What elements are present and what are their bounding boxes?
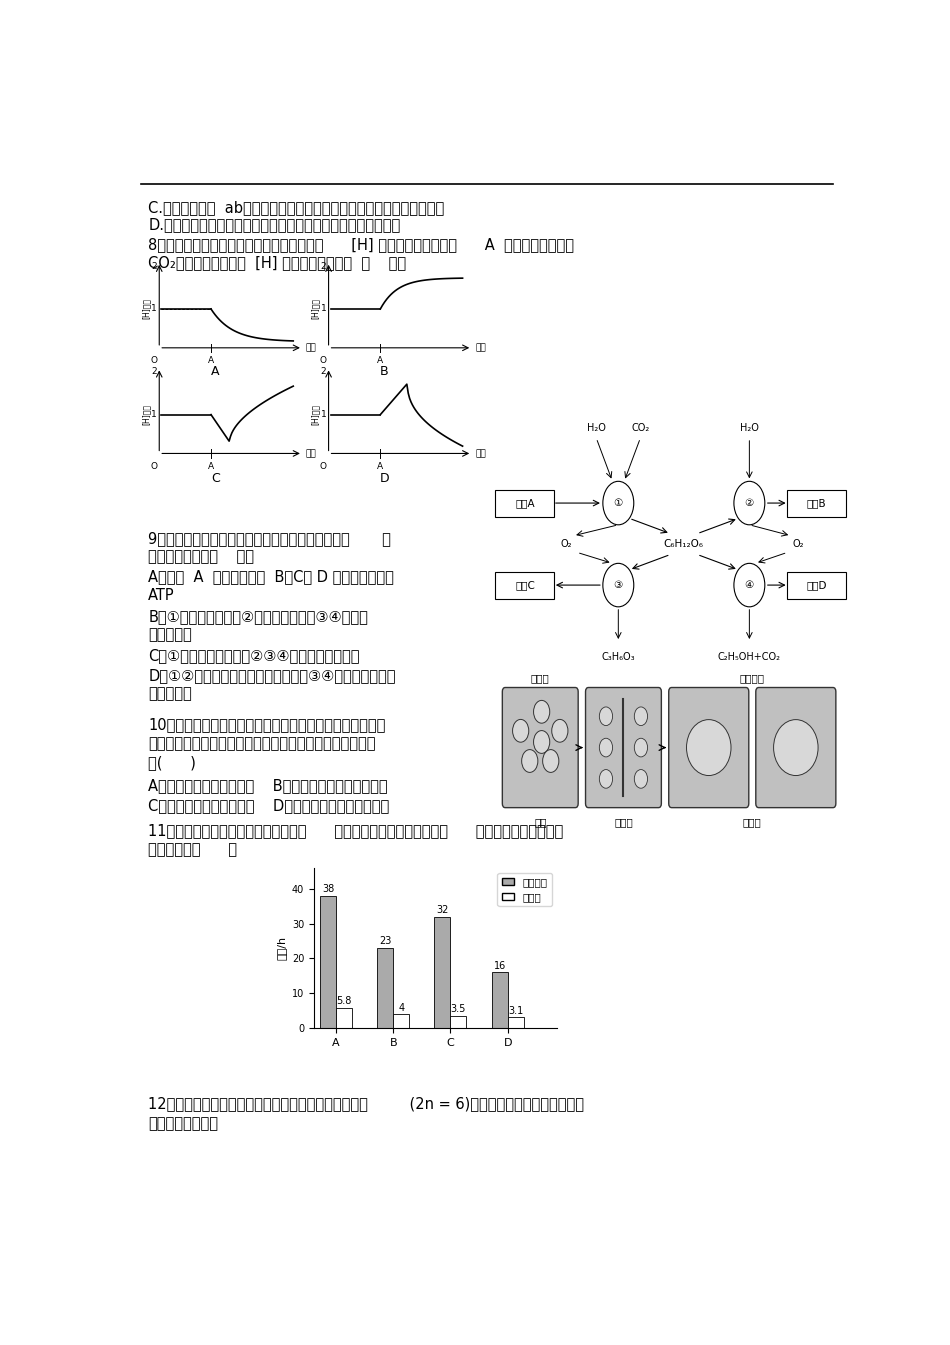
FancyBboxPatch shape bbox=[756, 687, 836, 807]
Text: CO₂，能表示叶绿体中  [H] 含量变化的曲线是  （    ）。: CO₂，能表示叶绿体中 [H] 含量变化的曲线是 （ ）。 bbox=[148, 256, 407, 270]
Text: 2: 2 bbox=[321, 367, 327, 377]
Circle shape bbox=[603, 564, 634, 607]
Text: A: A bbox=[377, 461, 384, 471]
Text: [H]含量: [H]含量 bbox=[142, 404, 150, 425]
Text: 细胞板: 细胞板 bbox=[614, 816, 633, 827]
Text: D: D bbox=[380, 472, 389, 486]
Text: 9、如图是绿色植物体内几项生理活动关系示意图，       下: 9、如图是绿色植物体内几项生理活动关系示意图， 下 bbox=[148, 531, 391, 546]
Text: 时间: 时间 bbox=[475, 343, 485, 352]
Circle shape bbox=[635, 738, 648, 757]
Text: C.曲线的初始端  ab的量相等，故不能确定此时酵母菌是否进行有氧呼吸: C.曲线的初始端 ab的量相等，故不能确定此时酵母菌是否进行有氧呼吸 bbox=[148, 199, 445, 215]
Text: ④: ④ bbox=[745, 580, 754, 590]
FancyBboxPatch shape bbox=[503, 687, 579, 807]
Text: C．①过程是光合作用，②③④过程都是有氧呼吸: C．①过程是光合作用，②③④过程都是有氧呼吸 bbox=[148, 648, 360, 663]
Text: 以下说法错误的是: 以下说法错误的是 bbox=[148, 1116, 218, 1131]
Text: O: O bbox=[319, 461, 327, 471]
Text: 2: 2 bbox=[151, 367, 157, 377]
Circle shape bbox=[522, 749, 538, 772]
Circle shape bbox=[599, 769, 613, 788]
Text: ②: ② bbox=[745, 498, 754, 508]
Ellipse shape bbox=[773, 720, 818, 776]
Text: A．能量  A  是光能，能量  B、C和 D 中有一部分形成: A．能量 A 是光能，能量 B、C和 D 中有一部分形成 bbox=[148, 569, 394, 585]
Text: A: A bbox=[211, 366, 219, 378]
Circle shape bbox=[542, 749, 559, 772]
Circle shape bbox=[552, 720, 568, 742]
Text: ③: ③ bbox=[614, 580, 623, 590]
Text: CO₂: CO₂ bbox=[632, 422, 650, 433]
Text: 1: 1 bbox=[151, 304, 157, 313]
Text: 1: 1 bbox=[320, 410, 327, 420]
Text: 囊泡: 囊泡 bbox=[534, 816, 546, 827]
Text: B: B bbox=[380, 366, 389, 378]
Text: 能量B: 能量B bbox=[807, 498, 826, 508]
Text: C₃H₆O₃: C₃H₆O₃ bbox=[601, 652, 636, 662]
Text: 时间: 时间 bbox=[475, 449, 485, 457]
Circle shape bbox=[635, 707, 648, 725]
Text: O₂: O₂ bbox=[560, 539, 572, 549]
FancyBboxPatch shape bbox=[669, 687, 749, 807]
Text: [H]含量: [H]含量 bbox=[311, 299, 320, 320]
Text: C₂H₅OH+CO₂: C₂H₅OH+CO₂ bbox=[718, 652, 781, 662]
Text: 10、在植物细胞有丝分裂末期两个新细胞的形成方式如下图: 10、在植物细胞有丝分裂末期两个新细胞的形成方式如下图 bbox=[148, 717, 386, 733]
Circle shape bbox=[599, 738, 613, 757]
Text: D.酵母菌无氧呼吸的产物可用溴麝香草酚蓝和酸性重铬酸钾鉴定: D.酵母菌无氧呼吸的产物可用溴麝香草酚蓝和酸性重铬酸钾鉴定 bbox=[148, 218, 401, 233]
Text: 所示。产生如图中囊泡的结构及囊泡中可能含有的物质分别: 所示。产生如图中囊泡的结构及囊泡中可能含有的物质分别 bbox=[148, 736, 375, 752]
Text: 细胞壁: 细胞壁 bbox=[531, 674, 550, 683]
Text: 列描述正确的是（    ）。: 列描述正确的是（ ）。 bbox=[148, 549, 255, 564]
Text: 11、用光学显微镜观察有丝分裂过程，      如果仅从细胞分裂周期来看，      图中植物作为实验材料: 11、用光学显微镜观察有丝分裂过程， 如果仅从细胞分裂周期来看， 图中植物作为实… bbox=[148, 823, 563, 838]
Circle shape bbox=[534, 701, 550, 724]
Text: 1: 1 bbox=[151, 410, 157, 420]
Text: ①: ① bbox=[614, 498, 623, 508]
Text: O: O bbox=[150, 356, 157, 364]
Circle shape bbox=[603, 482, 634, 525]
Text: O₂: O₂ bbox=[792, 539, 805, 549]
FancyBboxPatch shape bbox=[496, 572, 555, 599]
Text: 能量D: 能量D bbox=[807, 580, 826, 590]
Text: 2: 2 bbox=[321, 261, 327, 270]
Circle shape bbox=[635, 769, 648, 788]
Circle shape bbox=[734, 482, 765, 525]
Text: B．①过程是光反应，②过程是暗反应，③④过程都: B．①过程是光反应，②过程是暗反应，③④过程都 bbox=[148, 609, 368, 624]
FancyBboxPatch shape bbox=[788, 490, 846, 516]
Text: C₆H₁₂O₆: C₆H₁₂O₆ bbox=[664, 539, 704, 549]
Text: 动物细胞内: 动物细胞内 bbox=[148, 686, 192, 702]
Circle shape bbox=[513, 720, 529, 742]
Text: 时间: 时间 bbox=[306, 449, 316, 457]
FancyBboxPatch shape bbox=[585, 687, 661, 807]
Text: 是无氧呼吸: 是无氧呼吸 bbox=[148, 628, 192, 643]
Text: H₂O: H₂O bbox=[587, 422, 606, 433]
Text: A: A bbox=[208, 461, 214, 471]
Circle shape bbox=[734, 564, 765, 607]
Text: 是(      ): 是( ) bbox=[148, 755, 196, 769]
Text: 新细胞壁: 新细胞壁 bbox=[740, 674, 765, 683]
Text: D．①②过程只能发生在植物细胞内，③④过程只能发生在: D．①②过程只能发生在植物细胞内，③④过程只能发生在 bbox=[148, 668, 396, 683]
Text: 2: 2 bbox=[151, 261, 157, 270]
FancyBboxPatch shape bbox=[788, 572, 846, 599]
Text: 1: 1 bbox=[320, 304, 327, 313]
Text: 能量A: 能量A bbox=[515, 498, 535, 508]
Text: A: A bbox=[377, 356, 384, 364]
Ellipse shape bbox=[687, 720, 731, 776]
Text: O: O bbox=[150, 461, 157, 471]
FancyBboxPatch shape bbox=[496, 490, 555, 516]
Text: ATP: ATP bbox=[148, 588, 175, 603]
Circle shape bbox=[599, 707, 613, 725]
Text: 12、下面是有关细胞分裂的四个图像，甲图是某二倍体         (2n = 6)植物根尖分生区的显微照片。: 12、下面是有关细胞分裂的四个图像，甲图是某二倍体 (2n = 6)植物根尖分生… bbox=[148, 1096, 584, 1111]
Text: [H]含量: [H]含量 bbox=[142, 299, 150, 320]
Text: O: O bbox=[319, 356, 327, 364]
Text: 子细胞: 子细胞 bbox=[743, 816, 762, 827]
Text: 最适合的是（      ）: 最适合的是（ ） bbox=[148, 842, 238, 857]
Text: 时间: 时间 bbox=[306, 343, 316, 352]
Circle shape bbox=[534, 730, 550, 753]
Text: [H]含量: [H]含量 bbox=[311, 404, 320, 425]
Text: A．内质网；蛋白质、磷脂    B．高尔基体；蛋白质、磷脂: A．内质网；蛋白质、磷脂 B．高尔基体；蛋白质、磷脂 bbox=[148, 779, 388, 794]
Text: C．内质网；纤维素、果胶    D．高尔基体；纤维素、果胶: C．内质网；纤维素、果胶 D．高尔基体；纤维素、果胶 bbox=[148, 799, 390, 814]
Text: A: A bbox=[208, 356, 214, 364]
Text: 能量C: 能量C bbox=[515, 580, 535, 590]
Text: 8、进行正常光合作用的叶片，如果叶绿体中      [H] 的含量相对稳定，在      A  点时突然停止供给: 8、进行正常光合作用的叶片，如果叶绿体中 [H] 的含量相对稳定，在 A 点时突… bbox=[148, 237, 574, 252]
Text: C: C bbox=[211, 472, 219, 486]
Text: H₂O: H₂O bbox=[740, 422, 759, 433]
